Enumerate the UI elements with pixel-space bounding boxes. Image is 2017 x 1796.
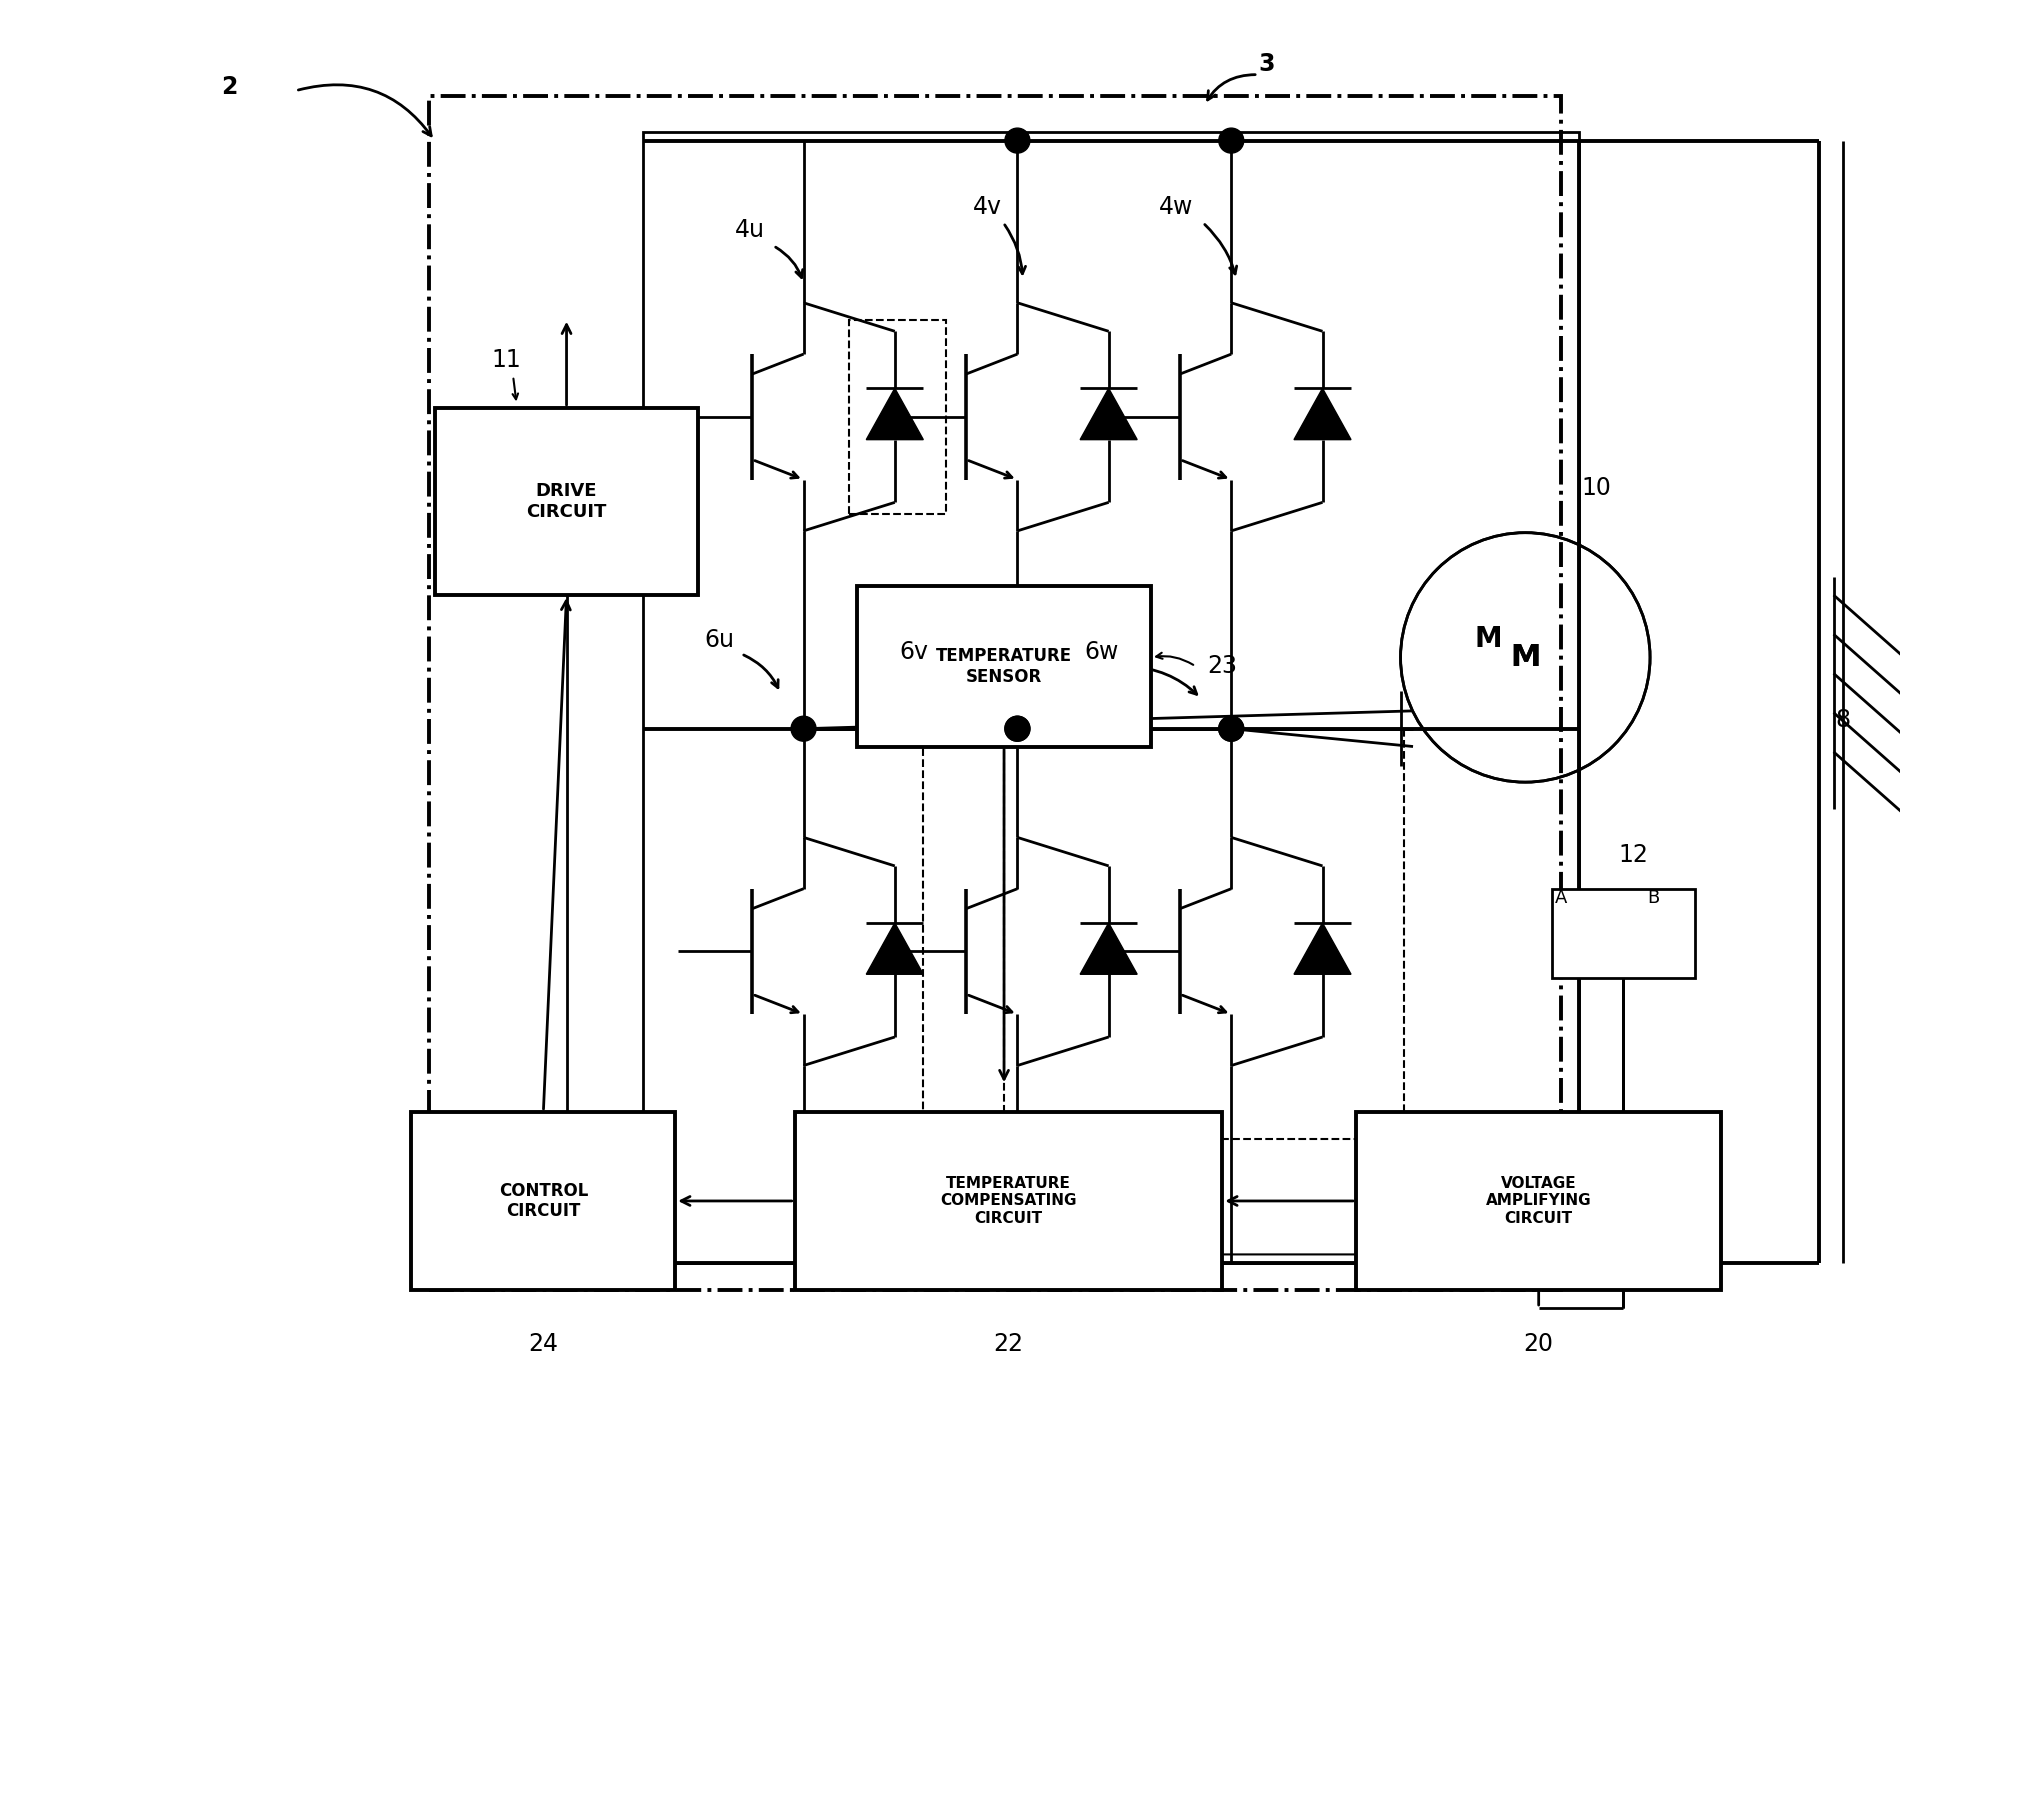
Circle shape [1004, 128, 1031, 153]
Bar [411, 1112, 676, 1290]
Bar [643, 131, 1579, 1263]
Circle shape [1004, 717, 1031, 742]
Bar [849, 320, 946, 514]
Text: 2: 2 [222, 75, 238, 99]
Bar [434, 408, 698, 594]
Text: TEMPERATURE
COMPENSATING
CIRCUIT: TEMPERATURE COMPENSATING CIRCUIT [940, 1176, 1077, 1227]
Text: B: B [1648, 889, 1660, 907]
Bar [795, 1112, 1222, 1290]
Text: 20: 20 [1523, 1331, 1553, 1356]
Text: 24: 24 [528, 1331, 559, 1356]
Polygon shape [1081, 923, 1138, 973]
Bar [857, 585, 1152, 747]
Polygon shape [1081, 388, 1138, 440]
Bar [1551, 889, 1694, 979]
Polygon shape [1295, 388, 1351, 440]
Text: DRIVE
CIRCUIT: DRIVE CIRCUIT [526, 481, 607, 521]
Polygon shape [1295, 923, 1351, 973]
Circle shape [1004, 717, 1031, 742]
Text: 4u: 4u [734, 217, 764, 242]
Text: A: A [1555, 889, 1567, 907]
Polygon shape [865, 923, 924, 973]
Text: 6v: 6v [900, 639, 928, 665]
Text: 11: 11 [490, 348, 520, 372]
Text: 23: 23 [1208, 654, 1236, 679]
Text: VOLTAGE
AMPLIFYING
CIRCUIT: VOLTAGE AMPLIFYING CIRCUIT [1487, 1176, 1591, 1227]
Text: 4v: 4v [972, 194, 1002, 219]
Text: 10: 10 [1581, 476, 1612, 499]
Text: 3: 3 [1259, 52, 1275, 75]
Circle shape [1218, 717, 1244, 742]
Text: 12: 12 [1618, 844, 1648, 867]
Text: M: M [1511, 643, 1541, 672]
Text: 4w: 4w [1160, 194, 1194, 219]
Text: 8: 8 [1835, 708, 1850, 731]
Text: CONTROL
CIRCUIT: CONTROL CIRCUIT [498, 1182, 589, 1219]
Text: 6u: 6u [704, 627, 734, 652]
Bar [1355, 1112, 1721, 1290]
Bar [430, 95, 1561, 1290]
Circle shape [1218, 717, 1244, 742]
Circle shape [791, 717, 817, 742]
Text: TEMPERATURE
SENSOR: TEMPERATURE SENSOR [936, 647, 1073, 686]
Text: M: M [1474, 625, 1503, 652]
Text: 22: 22 [994, 1331, 1023, 1356]
Text: 6w: 6w [1083, 639, 1117, 665]
Polygon shape [865, 388, 924, 440]
Circle shape [1218, 128, 1244, 153]
Bar [924, 729, 1404, 1139]
Text: M: M [1511, 643, 1541, 672]
